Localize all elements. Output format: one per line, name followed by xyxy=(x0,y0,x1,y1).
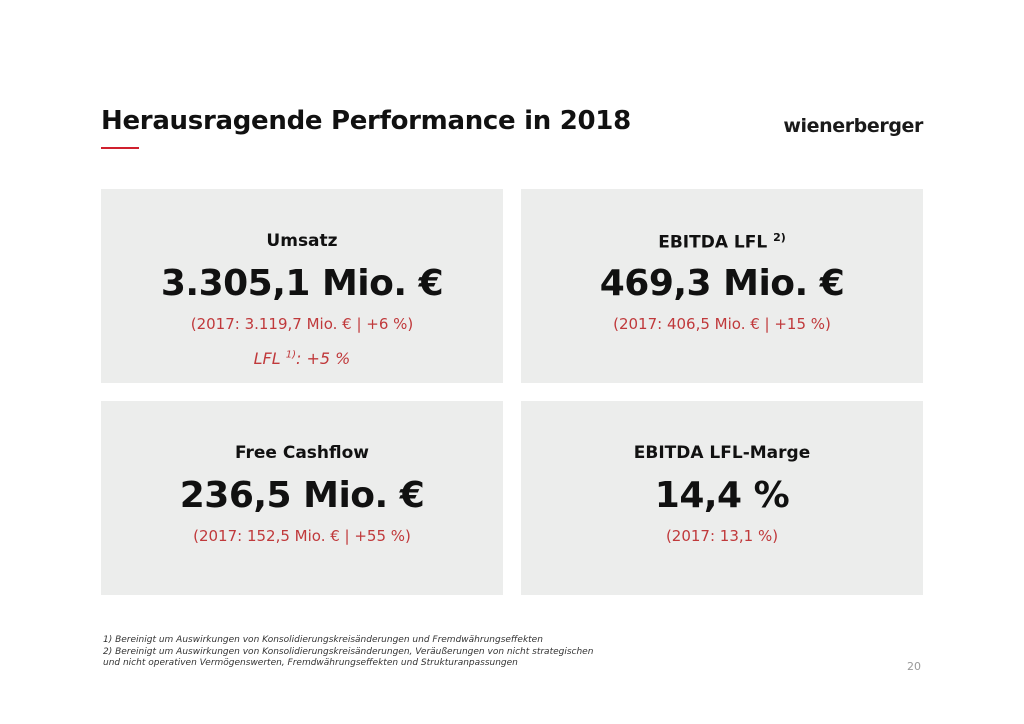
kpi-label-text: Umsatz xyxy=(266,231,338,251)
kpi-card-ebitda-lfl: EBITDA LFL 2) 469,3 Mio. € (2017: 406,5 … xyxy=(521,189,923,383)
kpi-card-free-cashflow: Free Cashflow 236,5 Mio. € (2017: 152,5 … xyxy=(101,401,503,595)
title-underline xyxy=(101,147,139,149)
kpi-comparison: (2017: 13,1 %) xyxy=(665,527,779,545)
kpi-value: 14,4 % xyxy=(654,475,790,516)
footnotes: 1) Bereinigt um Auswirkungen von Konsoli… xyxy=(103,635,593,670)
kpi-comparison: (2017: 3.119,7 Mio. € | +6 %) xyxy=(190,315,414,333)
kpi-comparison: (2017: 406,5 Mio. € | +15 %) xyxy=(613,315,831,333)
footnote-1: 1) Bereinigt um Auswirkungen von Konsoli… xyxy=(103,635,543,645)
kpi-card-umsatz: Umsatz 3.305,1 Mio. € (2017: 3.119,7 Mio… xyxy=(101,189,503,383)
kpi-value: 469,3 Mio. € xyxy=(599,263,845,304)
page-number: 20 xyxy=(907,660,921,673)
wienerberger-logo: wienerberger xyxy=(783,115,923,137)
kpi-label-text: EBITDA LFL xyxy=(658,232,774,253)
lfl-prefix: LFL xyxy=(253,349,286,368)
kpi-label: Umsatz xyxy=(101,231,503,251)
kpi-card-ebitda-margin: EBITDA LFL-Marge 14,4 % (2017: 13,1 %) xyxy=(521,401,923,595)
kpi-label: EBITDA LFL 2) xyxy=(521,231,923,253)
footnote-ref: 1) xyxy=(285,349,297,361)
kpi-value: 3.305,1 Mio. € xyxy=(160,263,444,304)
footnote-ref: 2) xyxy=(773,231,786,244)
kpi-label: Free Cashflow xyxy=(234,443,370,463)
kpi-lfl: LFL 1): +5 % xyxy=(101,349,503,368)
kpi-value: 236,5 Mio. € xyxy=(179,475,425,516)
page-title: Herausragende Performance in 2018 xyxy=(101,106,631,136)
footnote-2: 2) Bereinigt um Auswirkungen von Konsoli… xyxy=(103,646,594,657)
kpi-label: EBITDA LFL-Marge xyxy=(633,443,811,463)
footnote-2-cont: und nicht operativen Vermögenswerten, Fr… xyxy=(103,658,518,668)
kpi-comparison: (2017: 152,5 Mio. € | +55 %) xyxy=(193,527,411,545)
lfl-value: : +5 % xyxy=(296,349,351,368)
